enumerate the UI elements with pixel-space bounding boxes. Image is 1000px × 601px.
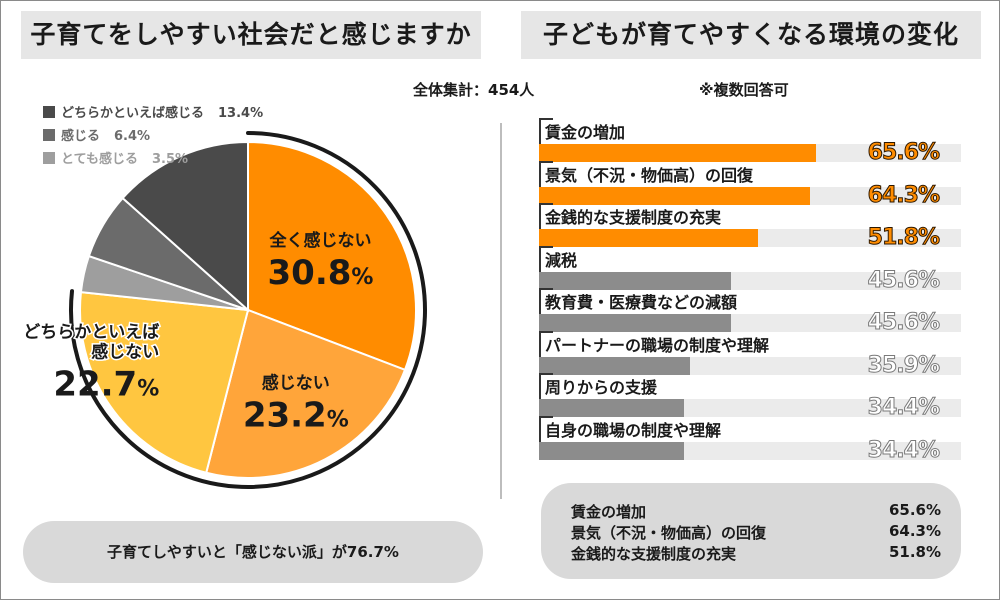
bar-value-label: 45.6% [867, 310, 940, 336]
bar [539, 314, 732, 332]
bar-row: 自身の職場の制度や理解 34.4% [539, 415, 961, 463]
bar-track [539, 356, 961, 375]
pie-slice-label: どちらかといえば感じない [23, 323, 159, 363]
bar-row: パートナーの職場の制度や理解 35.9% [539, 330, 961, 378]
bar [539, 186, 811, 205]
pie-summary-callout: 子育てしやすいと「感じない派」が76.7% [23, 521, 483, 583]
multiple-answer-note: ※複数回答可 [699, 81, 789, 99]
pie-chart-title: 子育てをしやすい社会だと感じますか [21, 11, 481, 59]
bar-chart-title: 子どもが育てやすくなる環境の変化 [521, 11, 981, 59]
bar-row-bracket [539, 330, 553, 375]
bar-track [539, 441, 961, 460]
sample-size-label: 全体集計：454人 [413, 81, 535, 99]
legend-swatch [43, 152, 55, 164]
bar-row-bracket [539, 245, 553, 290]
legend-swatch [43, 129, 55, 141]
bar-row-bracket [539, 415, 553, 460]
not-feeling-group-outline [69, 131, 427, 489]
pie-slice-label: 全く感じない [268, 230, 371, 251]
bar [539, 399, 685, 417]
pie-slice-value: 30.8% [268, 253, 374, 293]
bar-category-label: パートナーの職場の制度や理解 [545, 335, 770, 355]
bar-category-label: 金銭的な支援制度の充実 [545, 208, 722, 227]
summary-value: 51.8% [888, 543, 941, 561]
bar-track [539, 399, 961, 417]
summary-value: 64.3% [888, 522, 941, 540]
bar-row: 金銭的な支援制度の充実 51.8% [539, 203, 961, 251]
bar-row-bracket [539, 203, 553, 247]
legend-item: 感じる 6.4% [43, 125, 151, 144]
bar [539, 356, 691, 375]
bar-value-label: 34.4% [867, 395, 940, 421]
bar-row: 減税 45.6% [539, 245, 961, 293]
bar-track [539, 271, 961, 290]
bar [539, 271, 732, 290]
legend-value: 3.5% [151, 152, 189, 167]
legend-value: 6.4% [114, 129, 151, 144]
bar-track [539, 229, 961, 247]
bar-value-label: 45.6% [867, 267, 940, 293]
pie-slice [121, 140, 249, 313]
bar-track [539, 144, 961, 162]
panel-divider [500, 123, 502, 499]
top3-summary-box: 賃金の増加 65.6% 景気（不況・物価高）の回復 64.3% 金銭的な支援制度の充実 5… [541, 483, 961, 579]
bar-value-label: 64.3% [867, 182, 940, 208]
bar [539, 229, 758, 247]
bar-value-label: 35.9% [867, 352, 940, 378]
bar-row-bracket [539, 118, 553, 162]
bar-row-bracket [539, 373, 553, 417]
bar-category-label: 周りからの支援 [545, 378, 658, 397]
pie-slice-label: 感じない [262, 372, 330, 393]
bar [539, 144, 816, 162]
summary-label: 金銭的な支援制度の充実 [571, 545, 737, 563]
summary-label: 賃金の増加 [571, 503, 647, 521]
legend-item: どちらかといえば感じる 13.4% [43, 102, 264, 121]
bar-category-label: 景気（不況・物価高）の回復 [545, 165, 754, 185]
bar [539, 441, 685, 460]
legend-label: 感じる [61, 129, 101, 144]
legend-label: どちらかといえば感じる [61, 106, 205, 121]
bar-value-label: 65.6% [867, 140, 940, 166]
bar-row: 教育費・医療費などの減額 45.6% [539, 288, 961, 336]
bar-row-bracket [539, 288, 553, 332]
bar-category-label: 減税 [545, 250, 578, 270]
pie-slice [247, 140, 417, 372]
legend-swatch [43, 106, 55, 118]
bar-value-label: 51.8% [867, 225, 940, 251]
pie-slice [79, 290, 250, 474]
bar-category-label: 教育費・医療費などの減額 [545, 293, 738, 312]
bar-row-bracket [539, 160, 553, 205]
summary-value: 65.6% [888, 501, 941, 519]
bar-track [539, 186, 961, 205]
pie-slice-value: 23.2% [243, 395, 349, 435]
bar-row: 賃金の増加 65.6% [539, 118, 961, 166]
pie-slice [205, 308, 407, 479]
legend-label: とても感じる [61, 152, 138, 167]
bar-row: 景気（不況・物価高）の回復 64.3% [539, 160, 961, 208]
bar-category-label: 賃金の増加 [545, 123, 626, 142]
bar-track [539, 314, 961, 332]
summary-label: 景気（不況・物価高）の回復 [571, 524, 767, 542]
legend-value: 13.4% [218, 106, 264, 121]
bar-category-label: 自身の職場の制度や理解 [545, 420, 722, 440]
legend-item: とても感じる 3.5% [43, 148, 189, 167]
pie-slice-value: 22.7% [53, 365, 159, 405]
bar-value-label: 34.4% [867, 437, 940, 463]
bar-row: 周りからの支援 34.4% [539, 373, 961, 421]
